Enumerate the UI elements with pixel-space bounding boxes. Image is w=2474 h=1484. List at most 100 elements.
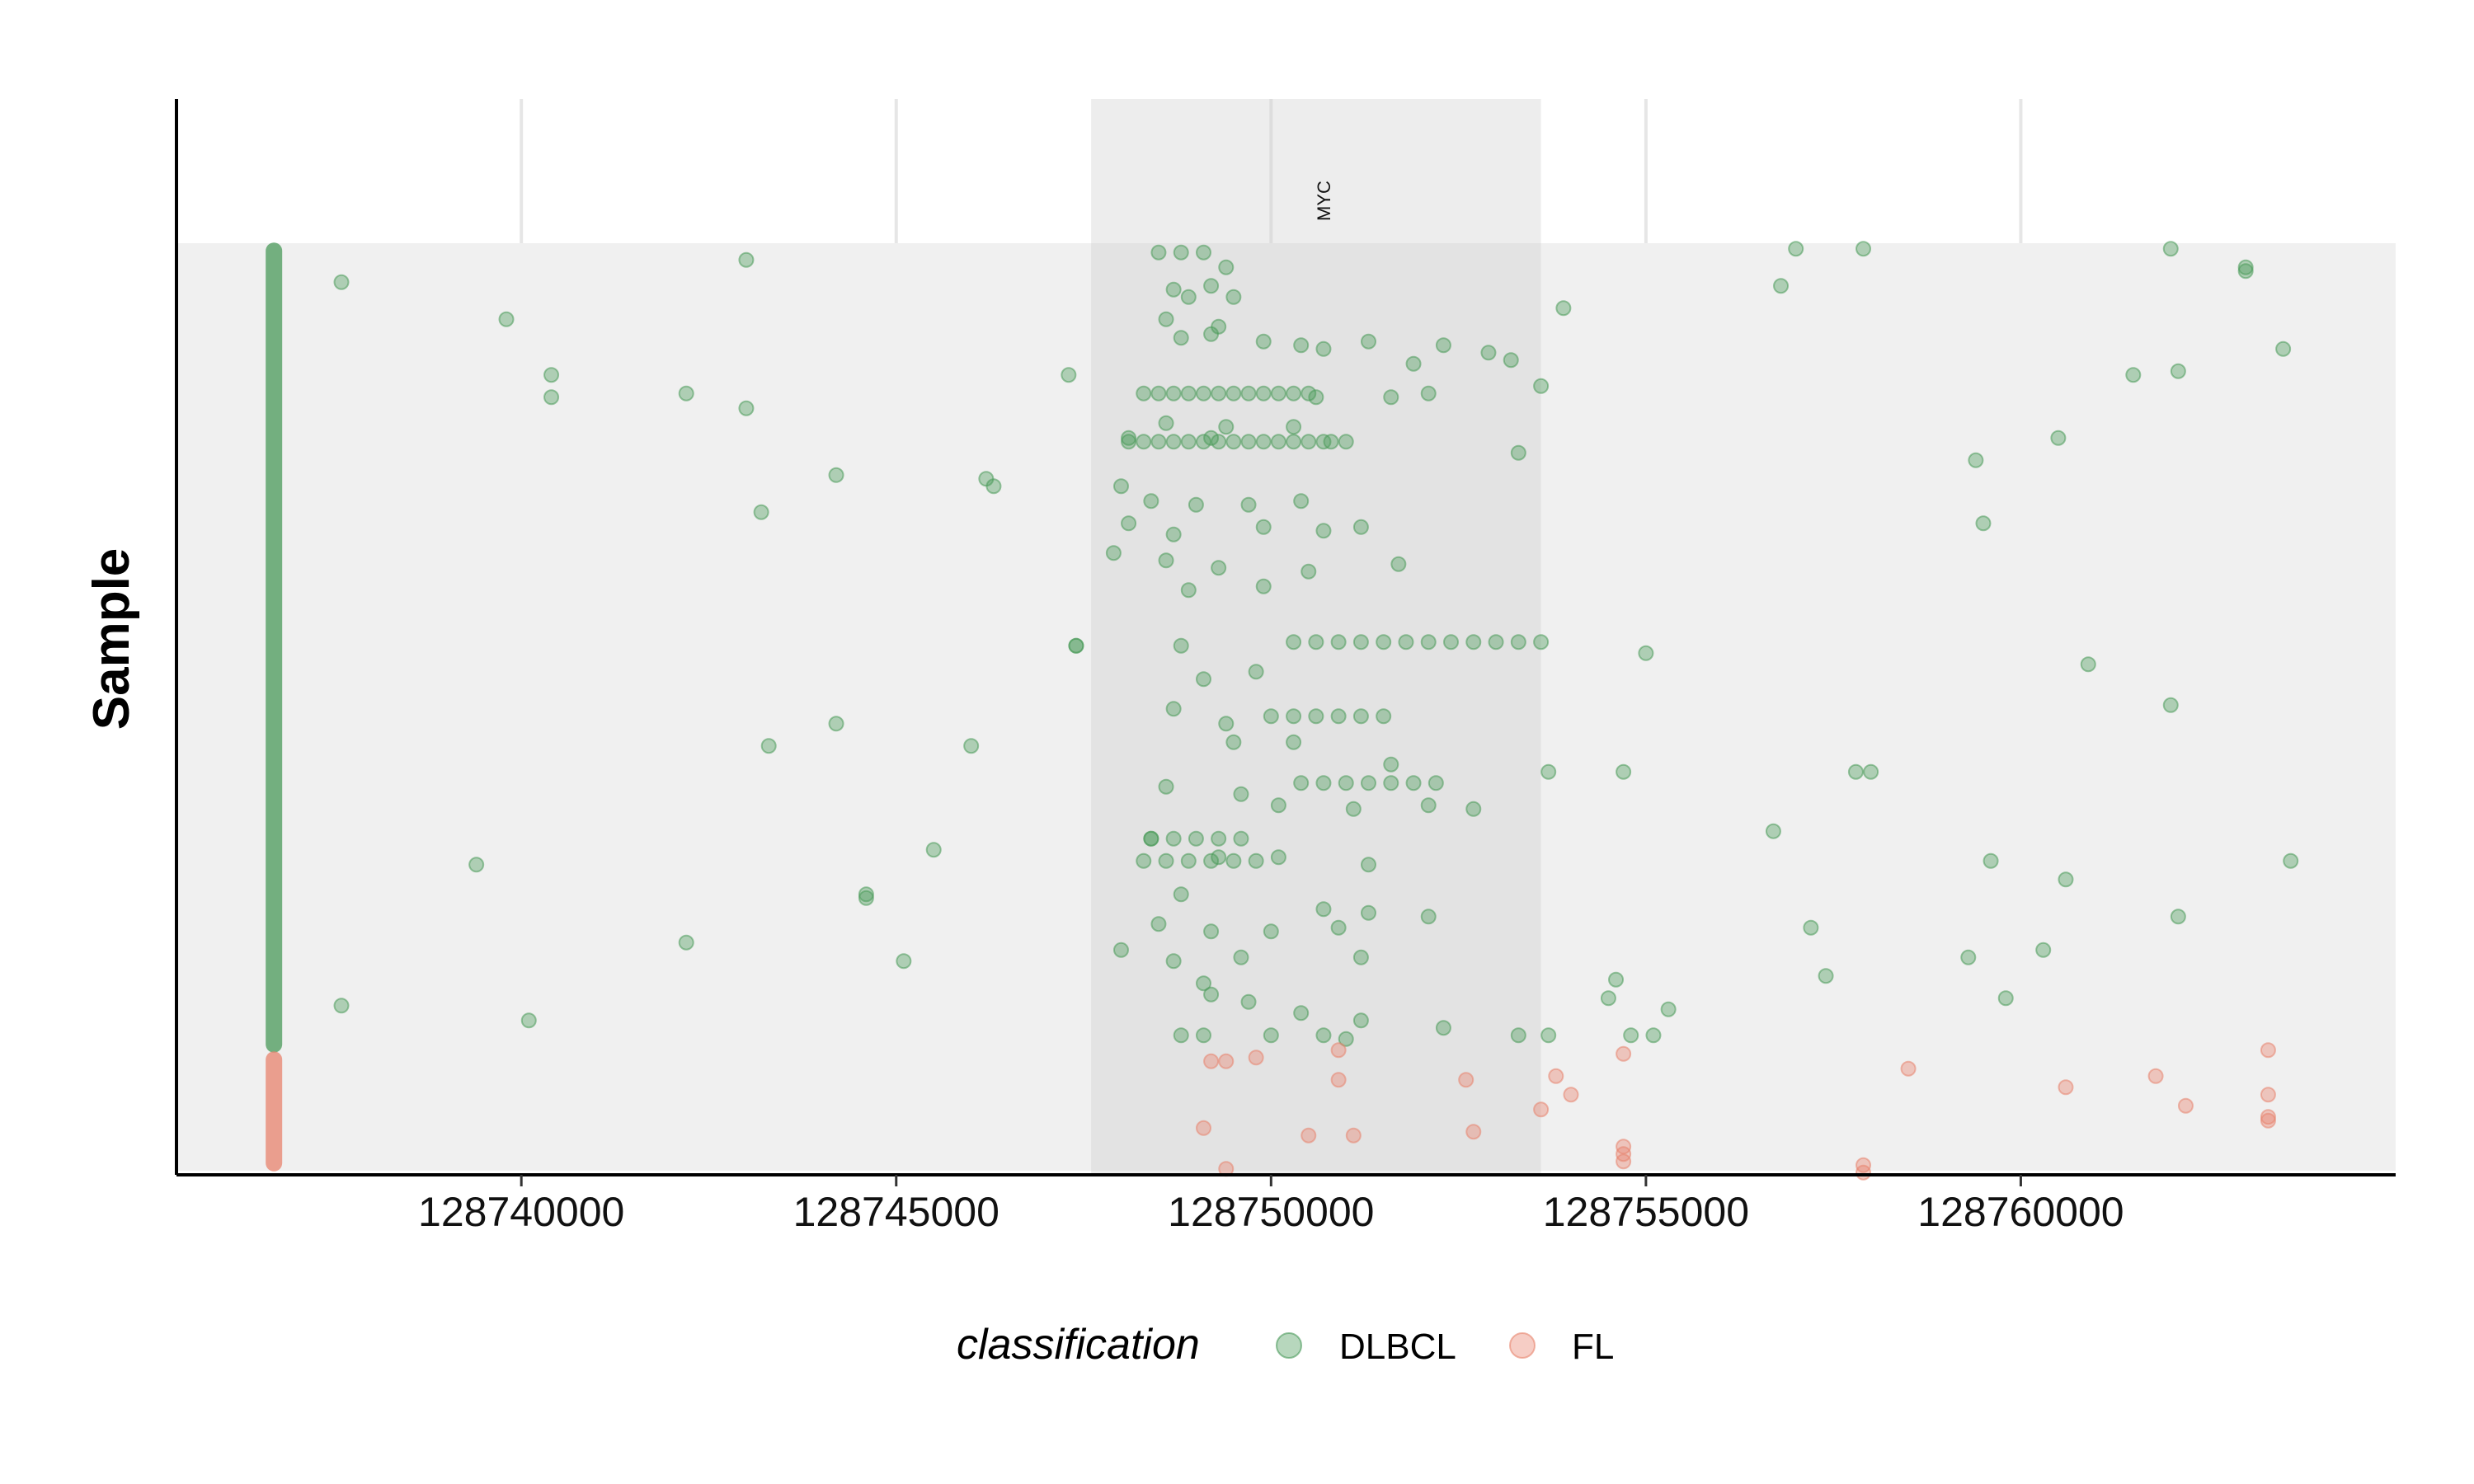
data-point [1361,333,1377,350]
data-point [985,478,1002,495]
data-point [1136,434,1152,450]
data-point [1623,1027,1639,1044]
data-point [1540,1027,1557,1044]
data-point [1308,708,1324,725]
gene-region-shading [1091,99,1541,1175]
legend: classification DLBCL FL [957,1321,1614,1369]
data-point [1165,953,1182,970]
data-point [2170,363,2186,379]
data-point [1150,434,1167,450]
data-point [1398,634,1414,650]
data-point [1427,775,1444,791]
data-point [1150,916,1167,932]
data-point [1300,434,1317,450]
data-point [1225,289,1242,305]
data-point [1330,1072,1347,1088]
legend-marker-fl [1509,1332,1536,1359]
data-point [1376,634,1392,650]
data-point [1263,1027,1279,1044]
data-point [1158,778,1174,795]
data-point [1255,519,1272,535]
data-point [1248,852,1264,869]
data-point [1165,281,1182,298]
data-point [1195,385,1211,402]
data-point [1315,901,1332,918]
data-point [1345,801,1362,817]
data-point [2237,263,2254,279]
data-point [1856,1164,1872,1181]
plot-background [176,243,2396,1171]
data-point [1165,434,1182,450]
data-point [1345,1127,1362,1144]
data-point [1195,1120,1211,1136]
data-point [1233,949,1249,965]
data-point [1405,355,1422,372]
sample-bar-dlbcl [266,242,283,1053]
data-point [1997,990,2014,1007]
x-tick-label: 128750000 [1168,1189,1374,1235]
data-point [1218,1053,1235,1069]
sample-bar-fl [266,1051,283,1172]
data-point [2275,340,2292,357]
data-point [468,857,485,873]
data-point [1240,496,1257,513]
data-point [1255,434,1272,450]
data-point [1203,986,1220,1003]
axes: 128740000 128745000 128750000 128755000 1287… [175,99,2396,1235]
series-dlbcl [333,241,2299,1047]
data-point [333,274,350,290]
data-point [1188,496,1204,513]
data-point [1136,852,1152,869]
data-point [1293,775,1310,791]
data-point [1286,734,1302,750]
data-point [1158,415,1174,431]
data-point [1225,852,1242,869]
gene-label-myc: MYC [1314,181,1334,221]
data-point [1286,434,1302,450]
data-point [1960,949,1977,965]
data-point [963,738,980,754]
data-point [1218,259,1235,275]
data-point [1248,664,1264,680]
data-point [1136,385,1152,402]
data-point [1600,990,1616,1007]
data-point [1563,1087,1579,1103]
data-point [1195,1027,1211,1044]
data-point [1173,244,1189,261]
data-point [1390,556,1407,572]
data-point [2170,909,2186,925]
data-point [1900,1060,1917,1077]
data-point [1465,801,1482,817]
data-point [760,738,777,754]
sample-color-bar [266,242,283,1172]
data-point [1638,645,1654,661]
data-point [1255,333,1272,350]
data-point [1068,637,1084,654]
data-point [1361,857,1377,873]
data-point [2260,1112,2276,1129]
data-point [1240,993,1257,1010]
data-point [1225,434,1242,450]
data-point [1112,942,1129,958]
legend-marker-dlbcl [1276,1332,1302,1359]
data-point [1203,278,1220,294]
data-point [1616,763,1632,780]
data-point [1465,634,1482,650]
data-point [1143,493,1159,510]
data-point [1503,352,1519,369]
data-point [1211,560,1227,576]
data-point [1240,385,1257,402]
data-point [1255,385,1272,402]
data-point [1203,326,1220,342]
data-point [543,367,560,383]
data-point [1330,919,1347,936]
data-point [1788,241,1804,257]
data-point [1195,671,1211,688]
data-point [828,467,844,483]
data-point [1188,830,1204,847]
data-point [1982,852,1999,869]
data-point [1383,775,1399,791]
data-point [2050,430,2067,446]
data-point [925,842,942,858]
data-point [858,886,874,903]
